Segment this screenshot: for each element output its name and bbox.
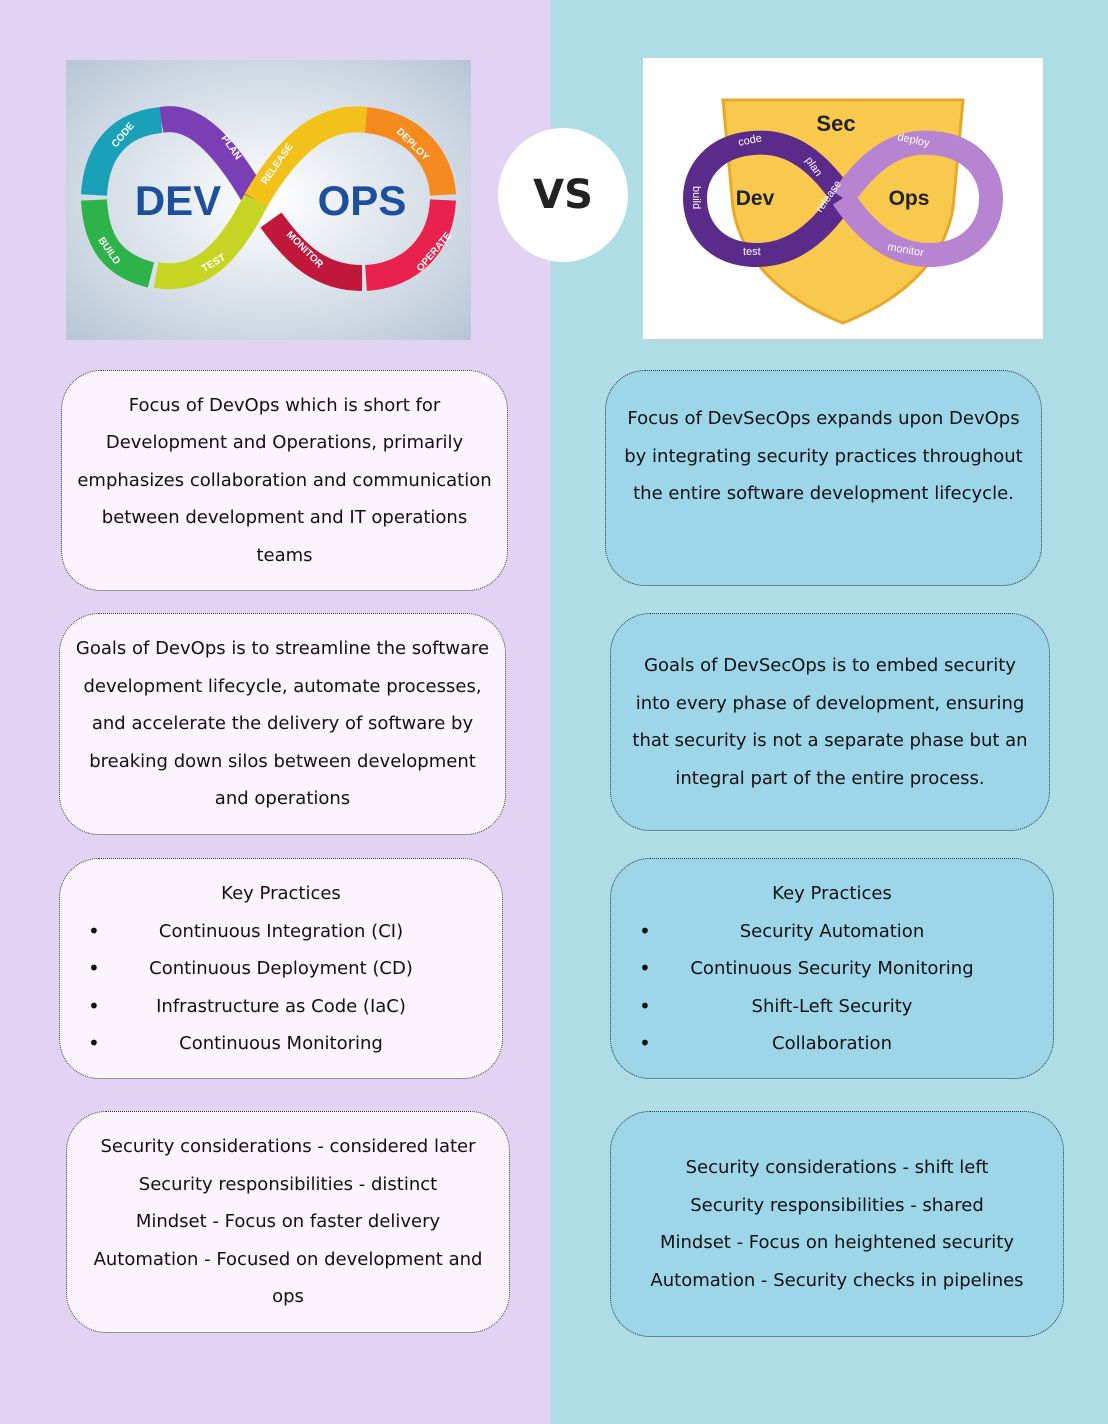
list-item: • Security Automation (625, 913, 1039, 951)
devops-considerations-card: Security considerations - considered lat… (66, 1111, 510, 1333)
devsecops-practices-list: • Security Automation • Continuous Securit… (625, 913, 1039, 1063)
devsecops-consideration-line: Mindset - Focus on heightened security (659, 1232, 1015, 1253)
devops-consideration-line: Mindset - Focus on faster delivery (135, 1211, 441, 1233)
practice-label: Collaboration (772, 1033, 892, 1054)
devops-logo: DEV OPS CODE PLAN RELEASE DEPLOY OPERATE… (66, 60, 471, 340)
devsecops-stage-operate: operate (964, 178, 976, 215)
devsecops-focus-text: Focus of DevSecOps expands upon DevOps b… (624, 408, 1023, 504)
bullet-icon: • (639, 993, 651, 1018)
devops-consideration-line: Automation - Focused on development and … (93, 1248, 483, 1308)
devops-practices-list: • Continuous Integration (CI) • Continuous… (74, 913, 488, 1063)
devops-goals-card: Goals of DevOps is to streamline the sof… (59, 613, 506, 835)
list-item: • Continuous Security Monitoring (625, 950, 1039, 988)
devops-goals-text: Goals of DevOps is to streamline the sof… (75, 638, 490, 810)
devsecops-logo-top-word: Sec (816, 111, 855, 136)
practice-label: Continuous Security Monitoring (690, 958, 974, 979)
bullet-icon: • (88, 993, 100, 1018)
practice-label: Shift-Left Security (751, 995, 913, 1017)
devsecops-practices-card: Key Practices • Security Automation • Cont… (610, 858, 1054, 1079)
devsecops-consideration-line: Automation - Security checks in pipeline… (650, 1269, 1024, 1291)
devsecops-practices-title: Key Practices (772, 883, 892, 904)
devsecops-stage-code: code (737, 132, 763, 149)
devsecops-consideration-line: Security considerations - shift left (685, 1157, 989, 1178)
list-item: • Continuous Deployment (CD) (74, 950, 488, 988)
list-item: • Continuous Monitoring (74, 1025, 488, 1063)
practice-label: Security Automation (739, 920, 925, 942)
bullet-icon: • (88, 918, 100, 943)
bullet-icon: • (88, 956, 100, 980)
devops-logo-right-word: OPS (318, 177, 407, 224)
devsecops-stage-build: build (690, 186, 702, 209)
devops-logo-left-word: DEV (135, 177, 221, 224)
practice-label: Continuous Deployment (CD) (149, 958, 413, 979)
devops-focus-card: Focus of DevOps which is short for Devel… (61, 370, 508, 591)
bullet-icon: • (639, 1031, 651, 1055)
practice-label: Continuous Integration (CI) (158, 920, 404, 942)
vs-badge: VS (498, 128, 628, 262)
devops-practices-title: Key Practices (221, 883, 341, 904)
devsecops-considerations-card: Security considerations - shift left Sec… (610, 1111, 1064, 1337)
devsecops-focus-card: Focus of DevSecOps expands upon DevOps b… (605, 370, 1042, 586)
practice-label: Continuous Monitoring (179, 1033, 383, 1054)
bullet-icon: • (88, 1031, 100, 1055)
list-item: • Shift-Left Security (625, 988, 1039, 1026)
devsecops-logo-right-word: Ops (889, 187, 930, 210)
devsecops-stage-test: test (743, 246, 761, 258)
list-item: • Continuous Integration (CI) (74, 913, 488, 951)
list-item: • Infrastructure as Code (IaC) (74, 988, 488, 1026)
devsecops-goals-text: Goals of DevSecOps is to embed security … (632, 655, 1028, 789)
devsecops-logo: Sec Dev Ops code plan release deploy ope… (643, 58, 1043, 339)
devsecops-goals-card: Goals of DevSecOps is to embed security … (610, 613, 1050, 831)
bullet-icon: • (639, 918, 651, 943)
list-item: • Collaboration (625, 1025, 1039, 1063)
bullet-icon: • (639, 956, 651, 980)
devsecops-consideration-line: Security responsibilities - shared (690, 1194, 984, 1216)
devops-consideration-line: Security considerations - considered lat… (100, 1136, 476, 1158)
devsecops-logo-left-word: Dev (736, 187, 775, 210)
devops-consideration-line: Security responsibilities - distinct (138, 1173, 438, 1195)
devops-practices-card: Key Practices • Continuous Integration (C… (59, 858, 503, 1079)
devops-focus-text: Focus of DevOps which is short for Devel… (77, 394, 492, 566)
practice-label: Infrastructure as Code (IaC) (156, 995, 406, 1017)
